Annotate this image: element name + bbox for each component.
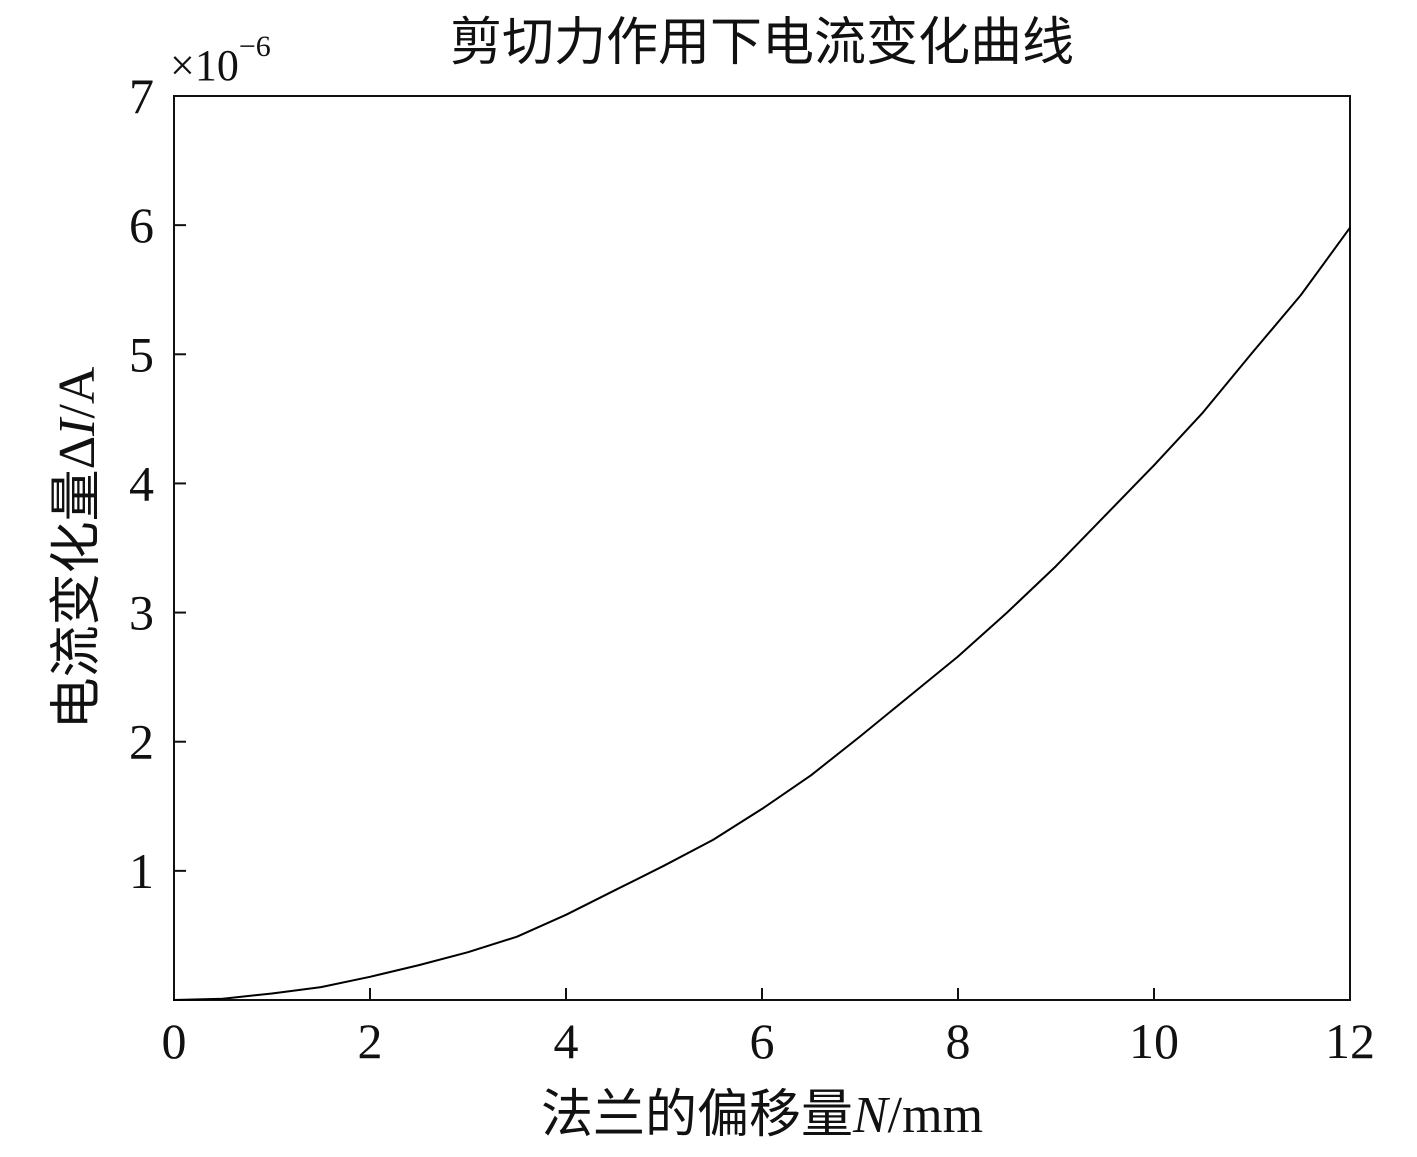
x-tick-label: 10 <box>1129 1013 1179 1069</box>
data-point <box>957 655 959 658</box>
data-point <box>418 964 420 966</box>
data-point <box>1006 611 1008 614</box>
data-point <box>173 999 175 1001</box>
y-axis-title-prefix: 电流变化量Δ <box>49 436 106 729</box>
data-point <box>369 975 371 978</box>
chart-title: 剪切力作用下电流变化曲线 <box>450 15 1074 72</box>
data-point <box>1349 226 1351 229</box>
data-point <box>1202 411 1204 414</box>
x-tick-label: 0 <box>162 1013 187 1069</box>
x-tick-label: 4 <box>554 1013 579 1069</box>
data-point <box>1153 464 1155 467</box>
data-point <box>712 839 714 841</box>
data-point <box>1104 514 1106 517</box>
y-tick-label: 7 <box>129 68 154 124</box>
x-axis-title: 法兰的偏移量N/mm <box>541 1087 983 1144</box>
data-point <box>271 992 273 995</box>
y-axis-title: 电流变化量ΔI/A <box>49 366 106 729</box>
data-point <box>614 889 616 892</box>
y-axis-title-unit: /A <box>49 366 106 418</box>
data-point <box>222 997 224 1000</box>
x-axis-title-symbol: N <box>852 1087 891 1144</box>
y-tick-label: 3 <box>129 585 154 641</box>
y-tick-label: 2 <box>129 714 154 770</box>
y-tick-label: 1 <box>129 843 154 899</box>
x-axis-title-prefix: 法兰的偏移量 <box>541 1087 853 1144</box>
series-line <box>173 227 1351 1001</box>
series-layer <box>173 226 1351 1001</box>
data-point <box>565 913 567 916</box>
y-axis-title-symbol: I <box>49 416 106 437</box>
data-point <box>663 864 665 867</box>
x-tick-label: 8 <box>946 1013 971 1069</box>
data-point <box>908 695 910 698</box>
data-point <box>810 774 812 777</box>
data-point <box>320 986 322 988</box>
data-point <box>1055 565 1057 567</box>
y-multiplier-base: ×10 <box>170 41 239 90</box>
y-tick-label: 5 <box>129 326 154 382</box>
x-axis-title-unit: /mm <box>888 1087 983 1144</box>
data-point <box>1300 294 1302 296</box>
data-point <box>467 951 469 954</box>
y-tick-label: 6 <box>129 197 154 253</box>
x-tick-label: 2 <box>358 1013 383 1069</box>
y-multiplier-exponent: −6 <box>239 30 271 63</box>
data-point <box>516 935 518 938</box>
y-tick-label: 4 <box>129 455 154 511</box>
data-point <box>859 735 861 738</box>
x-tick-label: 12 <box>1325 1013 1375 1069</box>
y-multiplier: ×10−6 <box>170 30 271 90</box>
x-axis-ticks: 0 2 4 6 8 10 12 <box>162 988 1375 1069</box>
y-axis-ticks: 1 2 3 4 5 6 7 <box>129 68 186 899</box>
x-tick-label: 6 <box>750 1013 775 1069</box>
plot-frame <box>173 95 1351 1001</box>
data-point <box>1251 352 1253 354</box>
data-point <box>761 808 763 810</box>
